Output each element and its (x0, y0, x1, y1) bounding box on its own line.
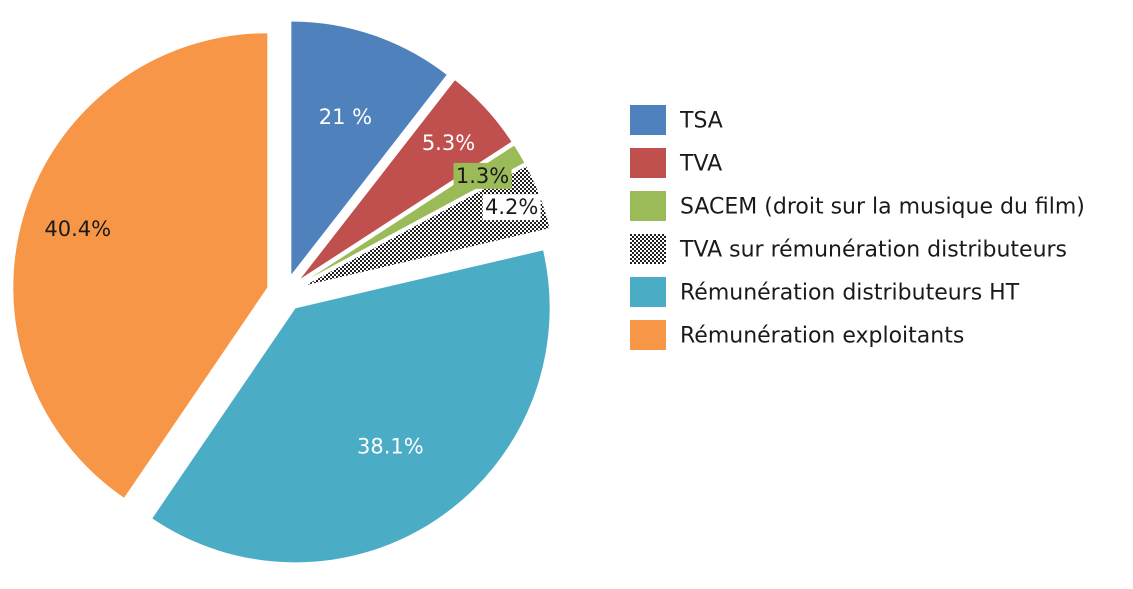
pie-data-label-1: 21 % (319, 105, 372, 129)
pie-data-label-5: 38.1% (357, 435, 424, 459)
pie-data-label-2: 5.3% (422, 131, 475, 155)
legend-label-2: TVA (679, 152, 722, 177)
legend-label-1: TSA (679, 109, 723, 134)
legend-label-3: SACEM (droit sur la musique du film) (680, 195, 1085, 220)
legend-swatch-5 (630, 277, 666, 307)
legend-label-4: TVA sur rémunération distributeurs (679, 238, 1067, 263)
legend-swatch-2 (630, 148, 666, 178)
pie-data-label-3: 1.3% (456, 164, 509, 188)
pie-slice-5 (150, 249, 551, 564)
pie-data-label-bg-3 (453, 162, 512, 189)
legend-swatch-6 (630, 320, 666, 350)
legend-label-5: Rémunération distributeurs HT (680, 281, 1020, 306)
pie-data-label-6: 40.4% (44, 217, 111, 241)
pie-data-labels: 21 % 5.3% 1.3% 4.2% 38.1% 40.4% (44, 105, 541, 459)
pie-slice-6 (12, 32, 269, 500)
legend-swatch-1 (630, 105, 666, 135)
pie-slices (12, 20, 551, 564)
legend: TSA TVA SACEM (droit sur la musique du fil… (630, 105, 1085, 350)
pie-slice-1 (290, 20, 449, 278)
legend-swatch-3 (630, 191, 666, 221)
legend-swatch-4 (630, 234, 666, 264)
pie-data-label-bg-4 (482, 194, 541, 221)
legend-label-6: Rémunération exploitants (680, 324, 964, 349)
pie-slice-2 (297, 78, 513, 282)
pie-data-label-4: 4.2% (485, 195, 538, 219)
